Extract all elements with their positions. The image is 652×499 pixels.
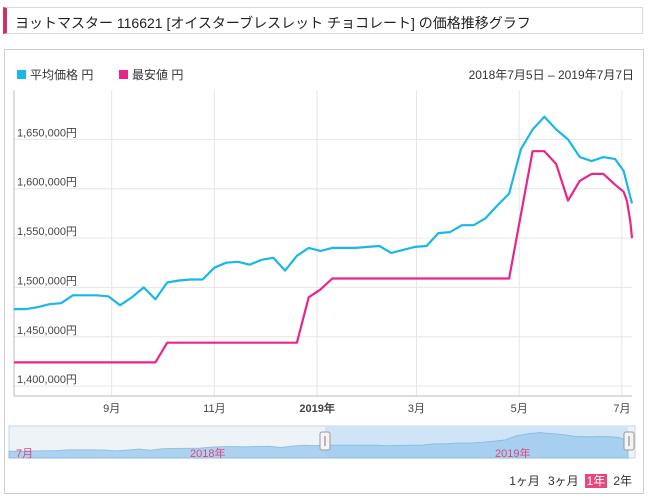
range-button-2y[interactable]: 2年	[613, 474, 632, 488]
date-range-label: 2018年7月5日 – 2019年7月7日	[468, 68, 634, 82]
y-tick-label: 1,600,000円	[17, 177, 77, 189]
x-tick-label: 9月	[103, 403, 120, 415]
legend-swatch-min	[119, 70, 128, 79]
page-title: ヨットマスター 116621 [オイスターブレスレット チョコレート] の価格推…	[15, 15, 531, 31]
legend-label-avg: 平均価格 円	[30, 68, 94, 82]
series-line-min	[14, 150, 634, 364]
navigator-label: 2019年	[495, 446, 530, 460]
navigator-label: 7月	[16, 448, 33, 460]
series-line-avg	[14, 115, 634, 311]
navigator-label: 2018年	[190, 446, 225, 460]
range-button-1m[interactable]: 1ヶ月	[509, 474, 540, 488]
y-tick-label: 1,500,000円	[17, 275, 77, 287]
legend-label-min: 最安値 円	[132, 68, 184, 82]
x-tick-label: 7月	[613, 403, 630, 415]
y-tick-label: 1,650,000円	[17, 127, 77, 139]
title-bar: ヨットマスター 116621 [オイスターブレスレット チョコレート] の価格推…	[3, 7, 643, 34]
legend-item-min[interactable]: 最安値 円	[119, 66, 183, 83]
range-buttons: 1ヶ月 3ヶ月 1年 2年	[503, 472, 634, 489]
y-tick-label: 1,400,000円	[17, 374, 77, 386]
legend-item-avg[interactable]: 平均価格 円	[17, 66, 93, 83]
legend-swatch-avg	[17, 70, 26, 79]
range-button-1y[interactable]: 1年	[584, 474, 608, 488]
x-tick-label: 5月	[511, 403, 528, 415]
y-tick-label: 1,550,000円	[17, 226, 77, 238]
y-tick-label: 1,450,000円	[17, 325, 77, 337]
x-tick-label: 2019年	[299, 401, 334, 415]
x-tick-label: 11月	[203, 403, 225, 415]
x-tick-label: 3月	[408, 403, 425, 415]
range-button-3m[interactable]: 3ヶ月	[547, 474, 579, 488]
